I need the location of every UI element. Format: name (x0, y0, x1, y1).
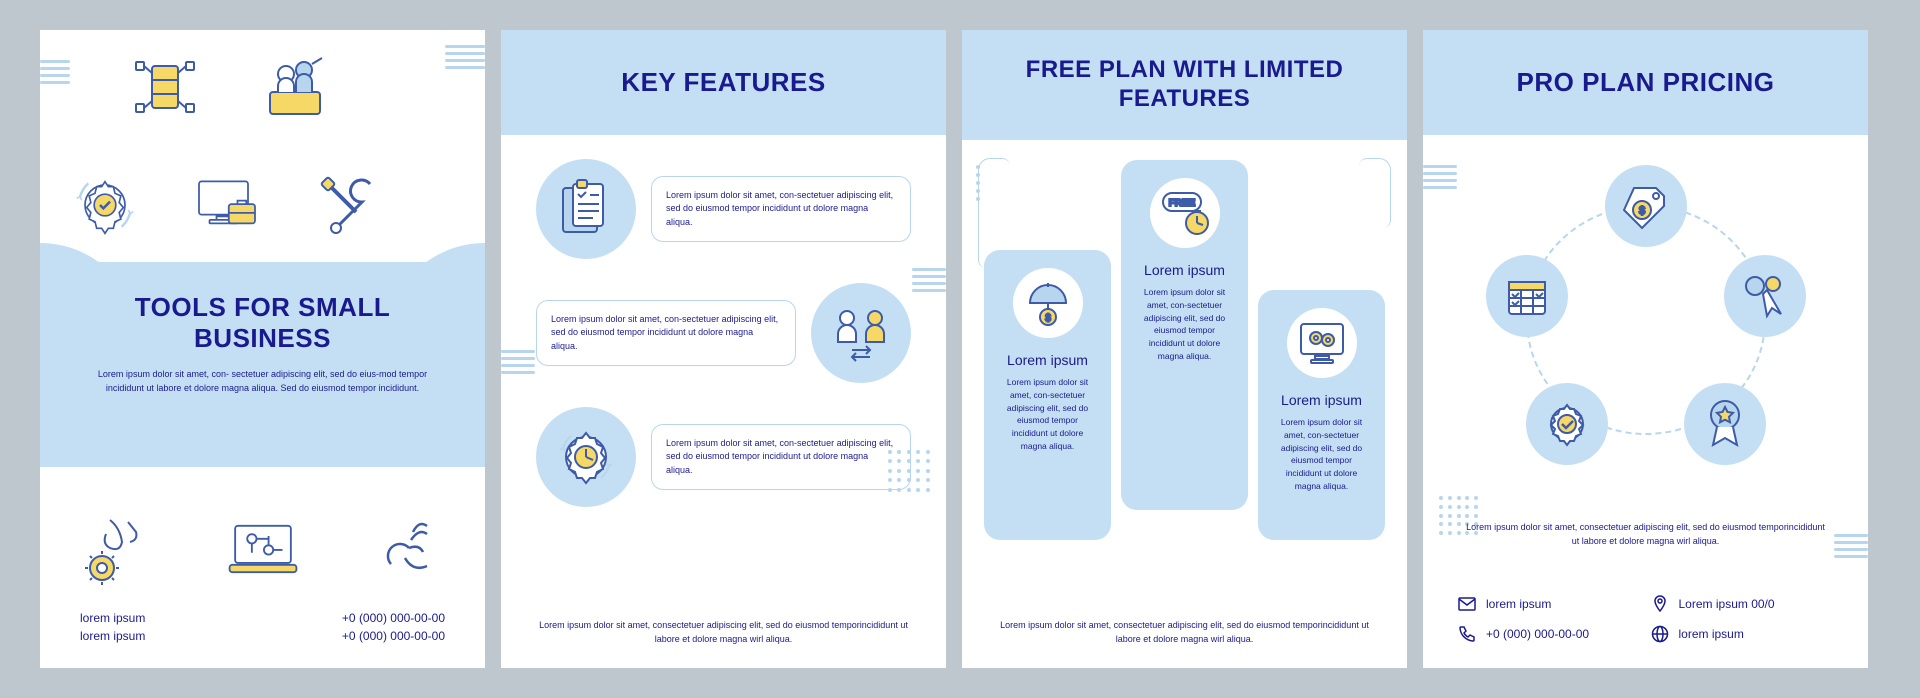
contact-address: Lorem ipsum 00/0 (1651, 595, 1834, 613)
contact-grid: lorem ipsum Lorem ipsum 00/0 +0 (000) 00… (1458, 595, 1833, 643)
card-text: Lorem ipsum dolor sit amet, con-sectetue… (996, 376, 1099, 453)
card-text: Lorem ipsum dolor sit amet, con-sectetue… (1133, 286, 1236, 363)
feature-row: Lorem ipsum dolor sit amet, con-sectetue… (536, 159, 911, 259)
plan-cards: $ Lorem ipsum Lorem ipsum dolor sit amet… (984, 160, 1385, 580)
desktop-briefcase-icon (192, 170, 262, 240)
footer-left: lorem ipsum lorem ipsum (80, 611, 145, 643)
plan-card: Lorem ipsum Lorem ipsum dolor sit amet, … (1258, 290, 1385, 540)
gear-clock-icon (536, 407, 636, 507)
phone-icon (1458, 625, 1476, 643)
panel-title: FREE PLAN WITH LIMITED FEATURES (962, 56, 1407, 114)
feature-text: Lorem ipsum dolor sit amet, con-sectetue… (651, 424, 911, 491)
card-text: Lorem ipsum dolor sit amet, con-sectetue… (1270, 416, 1373, 493)
decoration-lines (501, 350, 535, 374)
decoration-lines (40, 60, 70, 84)
price-tag-icon: $ (1605, 165, 1687, 247)
pin-icon (1651, 595, 1669, 613)
svg-text:FREE: FREE (1168, 198, 1195, 209)
brochure-panels: TOOLS FOR SMALL BUSINESS Lorem ipsum dol… (40, 30, 1880, 668)
panel-title: KEY FEATURES (621, 67, 825, 98)
umbrella-dollar-icon: $ (1013, 268, 1083, 338)
icon-row-top (130, 52, 330, 122)
svg-text:$: $ (1638, 205, 1644, 217)
laptop-config-icon (224, 510, 302, 588)
footer-text: lorem ipsum (80, 629, 145, 643)
people-exchange-icon (811, 283, 911, 383)
panel-header: KEY FEATURES (501, 30, 946, 135)
circular-diagram: $ (1486, 165, 1806, 475)
footer-phone: +0 (000) 000-00-00 (342, 629, 445, 643)
panel-footer-text: Lorem ipsum dolor sit amet, consectetuer… (1463, 521, 1828, 548)
server-icon (130, 52, 200, 122)
feature-row: Lorem ipsum dolor sit amet, con-sectetue… (536, 407, 911, 507)
decoration-lines (1423, 165, 1457, 189)
icon-row-mid (70, 170, 384, 240)
plan-card: $ Lorem ipsum Lorem ipsum dolor sit amet… (984, 250, 1111, 540)
contact-email: lorem ipsum (1458, 595, 1641, 613)
globe-icon (1651, 625, 1669, 643)
panel-footer-text: Lorem ipsum dolor sit amet, consectetuer… (997, 619, 1372, 646)
mail-icon (1458, 595, 1476, 613)
panel-header: FREE PLAN WITH LIMITED FEATURES (962, 30, 1407, 140)
gear-check-icon (70, 170, 140, 240)
title-band: TOOLS FOR SMALL BUSINESS Lorem ipsum dol… (40, 262, 485, 467)
panel-title: PRO PLAN PRICING (1517, 67, 1775, 98)
plan-card: FREE Lorem ipsum Lorem ipsum dolor sit a… (1121, 160, 1248, 510)
decoration-lines (1834, 534, 1868, 558)
footer-text: lorem ipsum (80, 611, 145, 625)
feature-text: Lorem ipsum dolor sit amet, con-sectetue… (536, 300, 796, 367)
footer-right: +0 (000) 000-00-00 +0 (000) 000-00-00 (342, 611, 445, 643)
ok-hand-icon (367, 510, 445, 588)
panel-features: KEY FEATURES Lorem ipsum dolor sit amet,… (501, 30, 946, 668)
contact-value: Lorem ipsum 00/0 (1679, 597, 1775, 611)
footer-phone: +0 (000) 000-00-00 (342, 611, 445, 625)
snap-gear-icon (80, 510, 158, 588)
contact-value: +0 (000) 000-00-00 (1486, 627, 1589, 641)
panel-header: PRO PLAN PRICING (1423, 30, 1868, 135)
icon-row-bottom (80, 510, 445, 588)
card-label: Lorem ipsum (1281, 392, 1362, 408)
feature-row: Lorem ipsum dolor sit amet, con-sectetue… (536, 283, 911, 383)
contact-value: lorem ipsum (1679, 627, 1744, 641)
team-icon (260, 52, 330, 122)
decoration-lines (445, 45, 485, 69)
free-timer-icon: FREE (1150, 178, 1220, 248)
panel-footer-text: Lorem ipsum dolor sit amet, consectetuer… (536, 619, 911, 646)
panel-description: Lorem ipsum dolor sit amet, con- sectetu… (83, 368, 443, 395)
award-ribbon-icon (1684, 383, 1766, 465)
svg-text:$: $ (1045, 313, 1051, 324)
feature-text: Lorem ipsum dolor sit amet, con-sectetue… (651, 176, 911, 243)
decoration-lines (912, 268, 946, 292)
card-label: Lorem ipsum (1007, 352, 1088, 368)
panel-free-plan: FREE PLAN WITH LIMITED FEATURES $ Lorem … (962, 30, 1407, 668)
checklist-icon (536, 159, 636, 259)
panel-footer: lorem ipsum lorem ipsum +0 (000) 000-00-… (80, 611, 445, 643)
wrench-screwdriver-icon (314, 170, 384, 240)
panel-title: TOOLS FOR SMALL BUSINESS (80, 292, 445, 354)
panel-tools: TOOLS FOR SMALL BUSINESS Lorem ipsum dol… (40, 30, 485, 668)
contact-web: lorem ipsum (1651, 625, 1834, 643)
card-label: Lorem ipsum (1144, 262, 1225, 278)
contact-phone: +0 (000) 000-00-00 (1458, 625, 1641, 643)
calendar-check-icon (1486, 255, 1568, 337)
gear-check-icon (1526, 383, 1608, 465)
monitor-gears-icon (1287, 308, 1357, 378)
panel-pro-plan: PRO PLAN PRICING $ Lorem ipsum dolor sit… (1423, 30, 1868, 668)
contact-value: lorem ipsum (1486, 597, 1551, 611)
pointer-click-icon (1724, 255, 1806, 337)
